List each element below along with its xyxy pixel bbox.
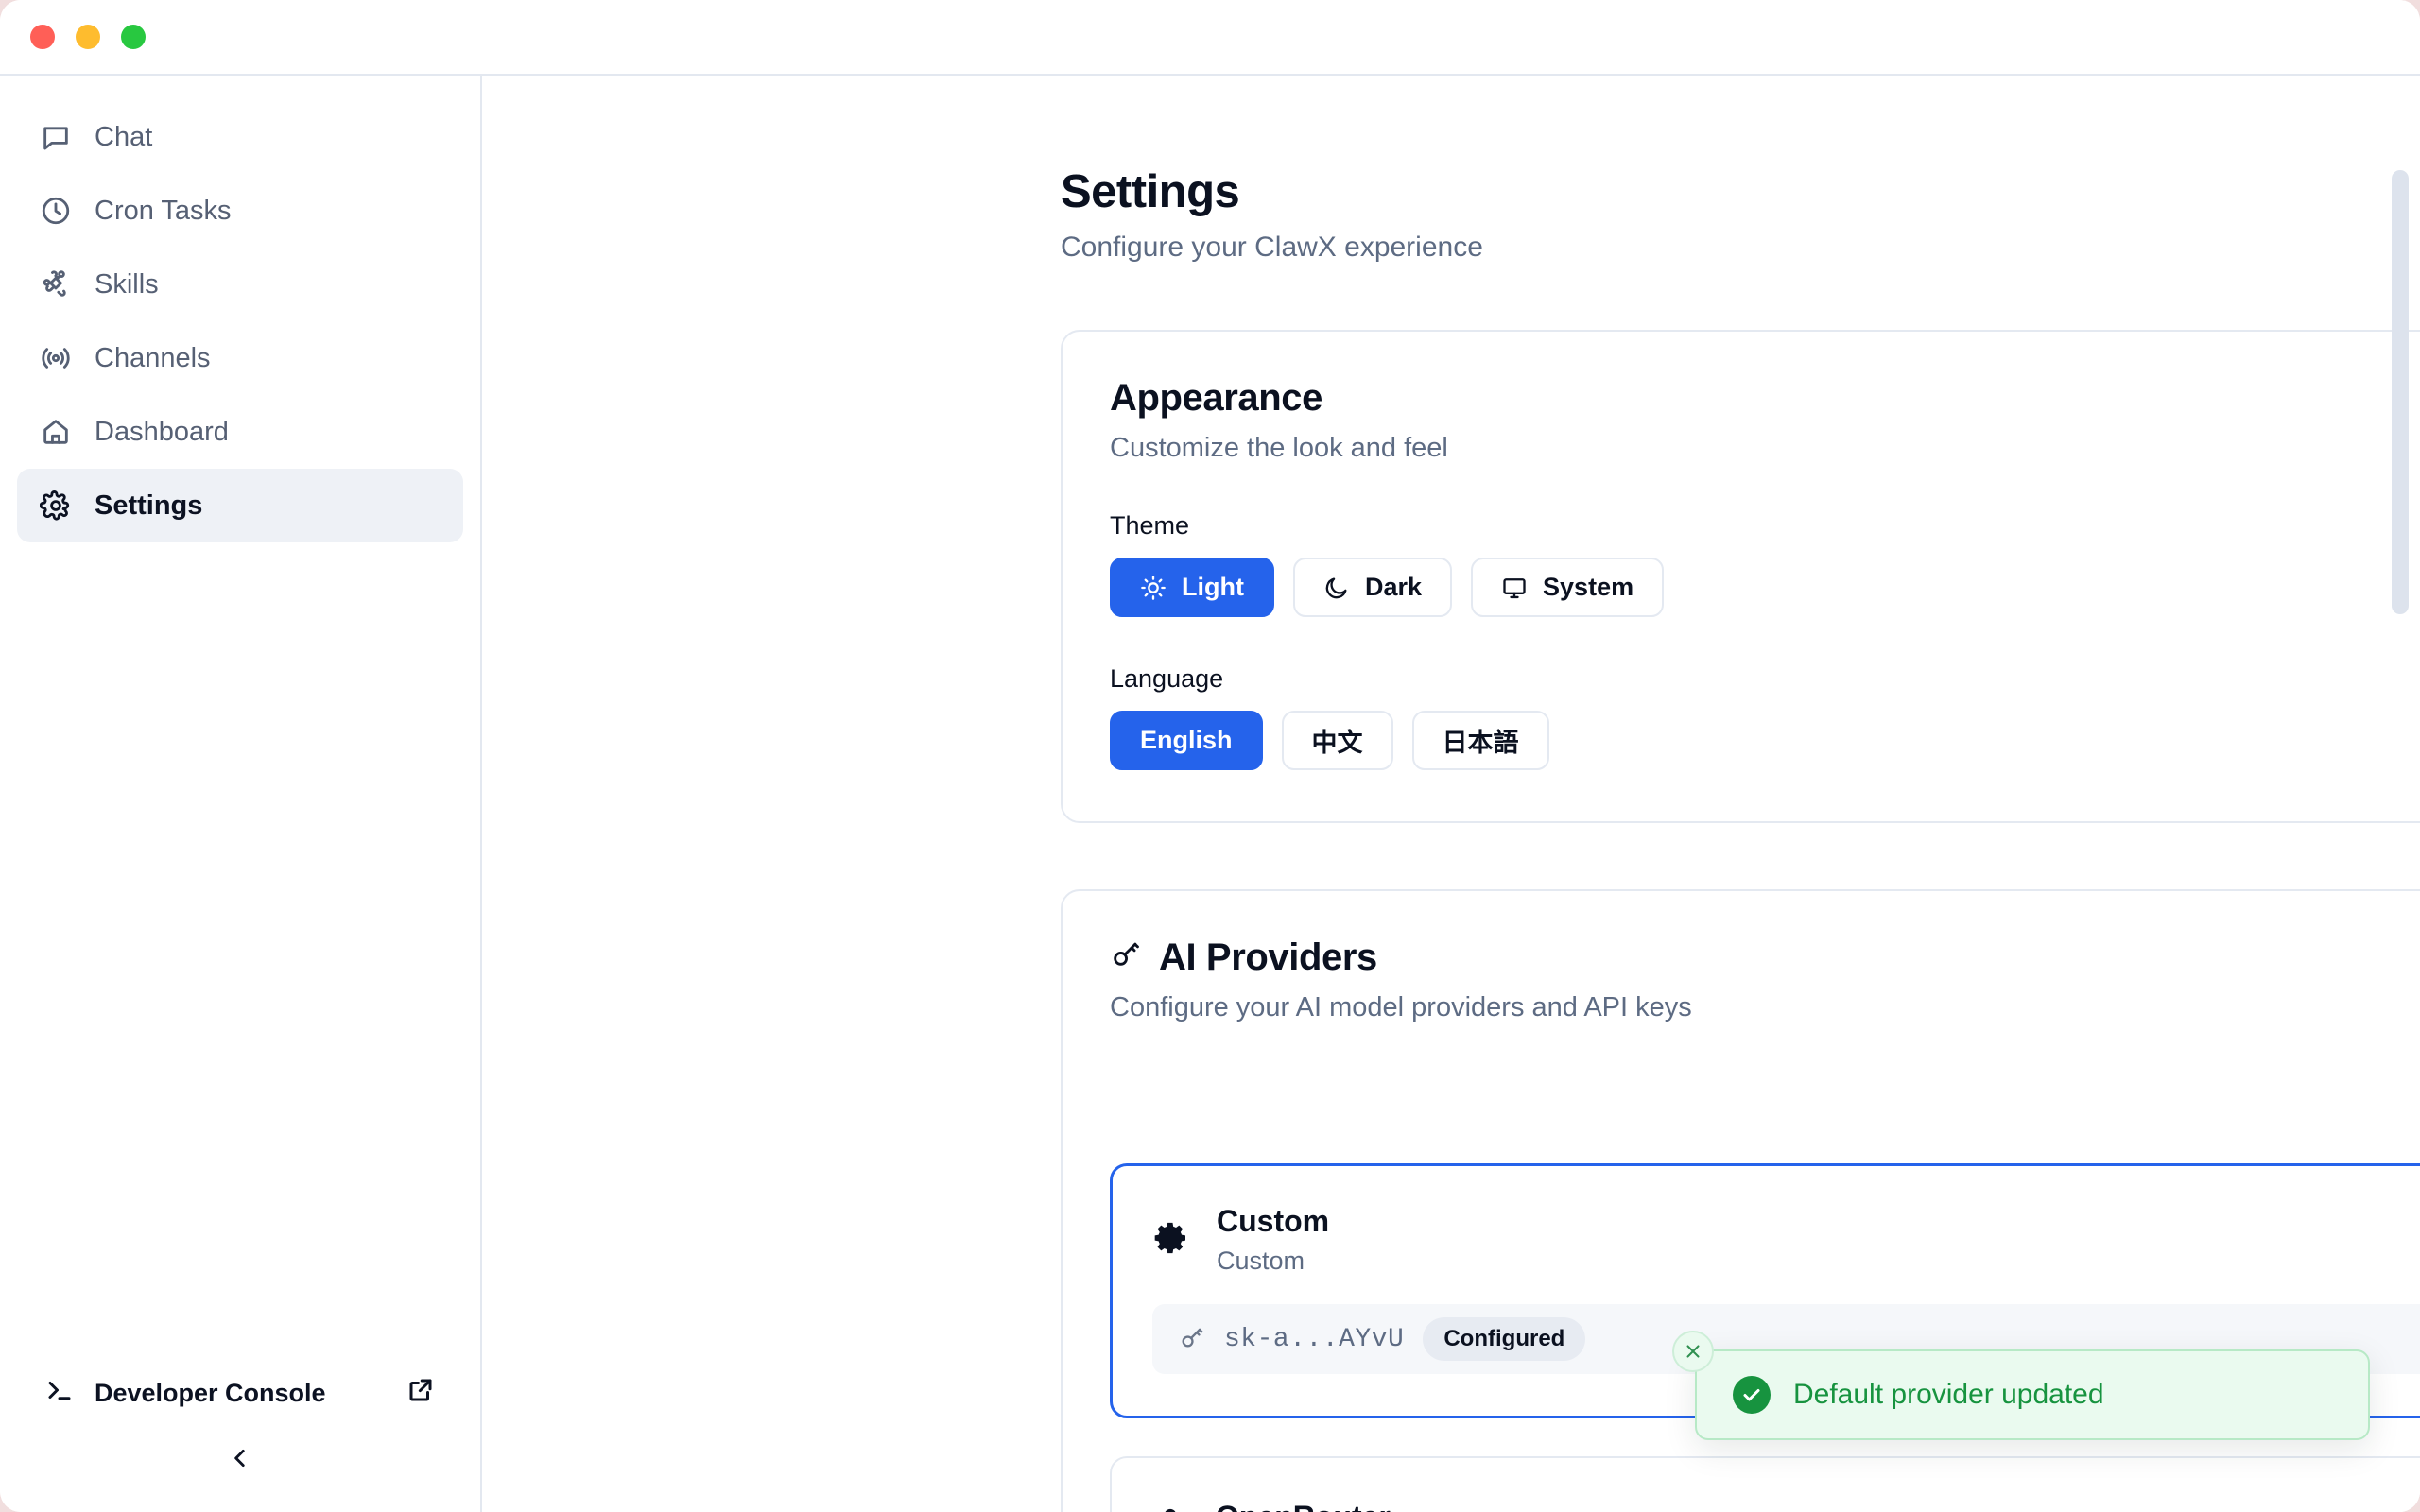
close-window-button[interactable] <box>30 25 55 49</box>
check-circle-icon <box>1733 1376 1771 1414</box>
title-bar <box>0 0 2420 76</box>
sidebar-nav: Chat Cron Tasks Skills Channels <box>0 76 480 542</box>
language-option-label: 中文 <box>1311 729 1363 757</box>
theme-option-label: Dark <box>1364 573 1423 601</box>
close-icon <box>1686 1345 1700 1358</box>
external-link-icon <box>406 1376 435 1411</box>
sidebar: Chat Cron Tasks Skills Channels <box>0 76 482 1512</box>
provider-name: OpenRouter <box>1216 1500 1391 1512</box>
key-icon <box>1110 936 1142 979</box>
provider-type: Custom <box>1217 1246 1305 1275</box>
sidebar-item-cron-tasks[interactable]: Cron Tasks <box>17 174 463 248</box>
theme-option-label: System <box>1543 573 1634 601</box>
language-option-chinese[interactable]: 中文 <box>1281 711 1393 770</box>
appearance-subtitle: Customize the look and feel <box>1110 433 1448 463</box>
add-provider-row: + Add Provider <box>1110 1065 2420 1129</box>
sidebar-footer: Developer Console <box>0 1359 480 1512</box>
theme-option-label: Light <box>1182 573 1244 601</box>
appearance-title-text: Appearance <box>1110 377 1322 419</box>
chat-bubble-icon <box>40 121 72 153</box>
sun-icon <box>1141 575 1166 600</box>
ai-providers-title: AI Providers <box>1110 936 2420 979</box>
sidebar-item-label: Cron Tasks <box>95 195 232 226</box>
ai-providers-title-text: AI Providers <box>1159 936 1377 978</box>
theme-option-light[interactable]: Light <box>1110 558 1274 617</box>
broadcast-icon <box>40 342 72 374</box>
sidebar-item-label: Channels <box>95 342 211 373</box>
monitor-icon <box>1503 577 1526 598</box>
sidebar-item-skills[interactable]: Skills <box>17 248 463 321</box>
toast-message: Default provider updated <box>1793 1379 2104 1410</box>
gear-icon <box>1152 1219 1190 1262</box>
provider-api-key-masked: sk-a...AYvU <box>1224 1324 1405 1354</box>
language-option-label: 日本語 <box>1442 729 1519 757</box>
moon-icon <box>1325 577 1347 598</box>
developer-console-label: Developer Console <box>95 1378 326 1407</box>
page-title: Settings <box>1061 166 1240 217</box>
sidebar-item-settings[interactable]: Settings <box>17 469 463 542</box>
language-option-english[interactable]: English <box>1110 711 1263 770</box>
gear-icon <box>1151 1496 1189 1512</box>
collapse-sidebar-button[interactable] <box>17 1427 463 1489</box>
ai-providers-subtitle: Configure your AI model providers and AP… <box>1110 992 1692 1022</box>
sidebar-item-channels[interactable]: Channels <box>17 321 463 395</box>
sidebar-item-label: Settings <box>95 490 203 521</box>
provider-header: OpenRouter <box>1151 1496 2420 1512</box>
gear-icon <box>40 490 72 522</box>
toast-notification: Default provider updated <box>1672 1331 2370 1440</box>
theme-option-dark[interactable]: Dark <box>1292 558 1453 617</box>
window-controls <box>30 25 146 49</box>
sidebar-item-label: Skills <box>95 268 159 300</box>
status-badge: Configured <box>1423 1317 1586 1361</box>
home-icon <box>40 416 72 448</box>
theme-label: Theme <box>1110 511 1190 540</box>
appearance-title: Appearance <box>1110 377 2420 420</box>
developer-console-button[interactable]: Developer Console <box>17 1359 463 1427</box>
language-label: Language <box>1110 664 1224 693</box>
key-icon <box>1179 1324 1205 1355</box>
sidebar-item-chat[interactable]: Chat <box>17 100 463 174</box>
sidebar-item-label: Dashboard <box>95 416 229 447</box>
sidebar-item-label: Chat <box>95 121 153 152</box>
theme-option-group: Light Dark System <box>1110 558 2420 617</box>
language-option-label: English <box>1140 726 1233 754</box>
puzzle-icon <box>40 268 72 301</box>
main-content: Settings Configure your ClawX experience… <box>484 76 2420 1512</box>
provider-identity: Custom Custom <box>1217 1204 1329 1276</box>
theme-option-system[interactable]: System <box>1471 558 1665 617</box>
provider-header: Custom Custom <box>1152 1204 2420 1276</box>
main-scrollbar[interactable] <box>2392 170 2409 614</box>
maximize-window-button[interactable] <box>121 25 146 49</box>
appearance-card: Appearance Customize the look and feel T… <box>1061 330 2420 823</box>
provider-name: Custom <box>1217 1204 1330 1238</box>
provider-identity: OpenRouter <box>1216 1500 1391 1512</box>
clock-icon <box>40 195 72 227</box>
language-option-japanese[interactable]: 日本語 <box>1411 711 1549 770</box>
chevron-left-icon <box>234 1450 245 1467</box>
minimize-window-button[interactable] <box>76 25 100 49</box>
toast-close-button[interactable] <box>1672 1331 1714 1372</box>
sidebar-item-dashboard[interactable]: Dashboard <box>17 395 463 469</box>
provider-card-openrouter[interactable]: OpenRouter <box>1110 1456 2420 1512</box>
page-subtitle: Configure your ClawX experience <box>1061 232 1483 263</box>
language-option-group: English 中文 日本語 <box>1110 711 2420 770</box>
terminal-prompt-icon <box>45 1376 74 1411</box>
